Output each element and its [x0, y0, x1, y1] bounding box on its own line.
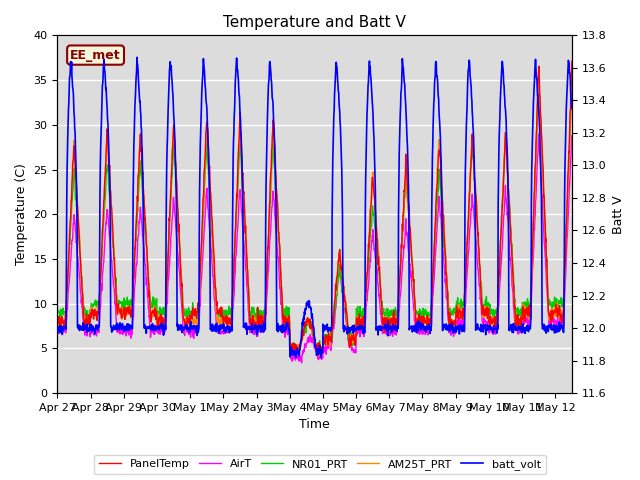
AirT — [500, 212, 508, 218]
AM25T_PRT — [202, 144, 210, 150]
PanelTemp — [202, 130, 210, 136]
AirT — [535, 131, 543, 137]
PanelTemp — [54, 317, 61, 323]
PanelTemp — [146, 301, 154, 307]
Line: batt_volt: batt_volt — [58, 57, 572, 358]
AirT — [249, 325, 257, 331]
Line: NR01_PRT: NR01_PRT — [58, 75, 572, 354]
Y-axis label: Batt V: Batt V — [612, 195, 625, 234]
batt_volt — [156, 324, 164, 330]
AM25T_PRT — [535, 70, 543, 75]
Line: AirT: AirT — [58, 134, 572, 363]
PanelTemp — [156, 316, 163, 322]
AirT — [54, 328, 61, 334]
NR01_PRT — [535, 72, 543, 78]
AM25T_PRT — [156, 322, 163, 327]
batt_volt — [444, 324, 451, 330]
batt_volt — [54, 326, 61, 332]
AM25T_PRT — [500, 166, 508, 171]
AirT — [298, 360, 305, 366]
PanelTemp — [443, 284, 451, 289]
X-axis label: Time: Time — [300, 419, 330, 432]
PanelTemp — [249, 320, 257, 325]
AirT — [146, 322, 154, 328]
batt_volt — [202, 99, 210, 105]
Title: Temperature and Batt V: Temperature and Batt V — [223, 15, 406, 30]
PanelTemp — [568, 58, 576, 64]
Line: PanelTemp: PanelTemp — [58, 61, 572, 354]
AM25T_PRT — [54, 314, 61, 320]
AM25T_PRT — [568, 82, 576, 88]
AM25T_PRT — [146, 301, 154, 307]
PanelTemp — [291, 351, 298, 357]
AM25T_PRT — [249, 323, 257, 329]
AM25T_PRT — [315, 353, 323, 359]
batt_volt — [292, 355, 300, 360]
batt_volt — [249, 326, 257, 332]
batt_volt — [147, 323, 154, 329]
NR01_PRT — [292, 351, 300, 357]
batt_volt — [133, 54, 141, 60]
NR01_PRT — [146, 294, 154, 300]
batt_volt — [568, 106, 576, 111]
NR01_PRT — [249, 310, 257, 316]
NR01_PRT — [156, 309, 163, 314]
Line: AM25T_PRT: AM25T_PRT — [58, 72, 572, 356]
AirT — [443, 297, 451, 303]
NR01_PRT — [568, 77, 576, 83]
AirT — [156, 328, 163, 334]
Legend: PanelTemp, AirT, NR01_PRT, AM25T_PRT, batt_volt: PanelTemp, AirT, NR01_PRT, AM25T_PRT, ba… — [94, 455, 546, 474]
NR01_PRT — [500, 158, 508, 164]
AirT — [202, 205, 210, 211]
PanelTemp — [500, 167, 508, 172]
NR01_PRT — [443, 279, 451, 285]
batt_volt — [500, 91, 508, 96]
AirT — [568, 133, 576, 139]
NR01_PRT — [202, 162, 210, 168]
NR01_PRT — [54, 308, 61, 313]
Text: EE_met: EE_met — [70, 48, 121, 61]
AM25T_PRT — [443, 278, 451, 284]
Y-axis label: Temperature (C): Temperature (C) — [15, 163, 28, 265]
